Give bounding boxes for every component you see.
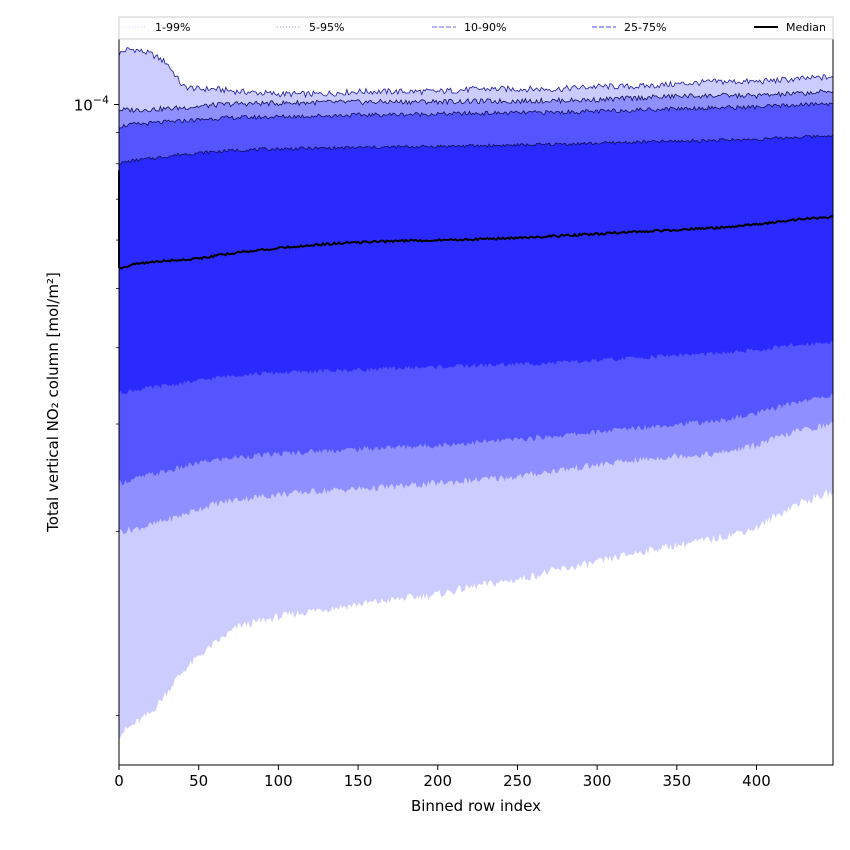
y-tick-label-base: 10	[74, 97, 93, 115]
x-tick-label: 400	[742, 772, 771, 790]
median-series	[118, 170, 834, 270]
legend-entry-label: Median	[786, 21, 826, 34]
x-tick-label: 250	[503, 772, 532, 790]
x-tick-label: 50	[189, 772, 208, 790]
percentile-bands	[118, 47, 834, 739]
band-upper-edge-10-90%	[118, 102, 834, 129]
x-tick-label: 300	[583, 772, 612, 790]
band-upper-edge-1-99%	[118, 47, 833, 99]
median-line	[118, 170, 834, 270]
y-axis-label: Total vertical NO₂ column [mol/m²]	[44, 272, 62, 533]
legend-entry-label: 5-95%	[309, 21, 344, 34]
legend-box	[118, 16, 834, 40]
y-tick-label-exponent: −4	[93, 94, 109, 107]
band-upper-edge-25-75%	[118, 134, 834, 166]
x-tick-label: 150	[344, 772, 373, 790]
legend-entry-label: 1-99%	[155, 21, 190, 34]
x-axis-label: Binned row index	[411, 797, 541, 815]
x-tick-label: 350	[662, 772, 691, 790]
legend-entry-label: 25-75%	[624, 21, 666, 34]
x-tick-label: 100	[264, 772, 293, 790]
y-tick-label: 10−4	[74, 94, 109, 115]
band-upper-edge-5-95%	[118, 89, 834, 113]
x-tick-label: 0	[114, 772, 124, 790]
band-25-75%	[119, 135, 833, 395]
axes: 0 50 100 150 200 250 300 350 400 10−4	[74, 38, 834, 790]
legend: 1-99% 5-95% 10-90% 25-75% Median	[118, 16, 834, 40]
legend-entry-label: 10-90%	[464, 21, 506, 34]
x-tick-label: 200	[423, 772, 452, 790]
